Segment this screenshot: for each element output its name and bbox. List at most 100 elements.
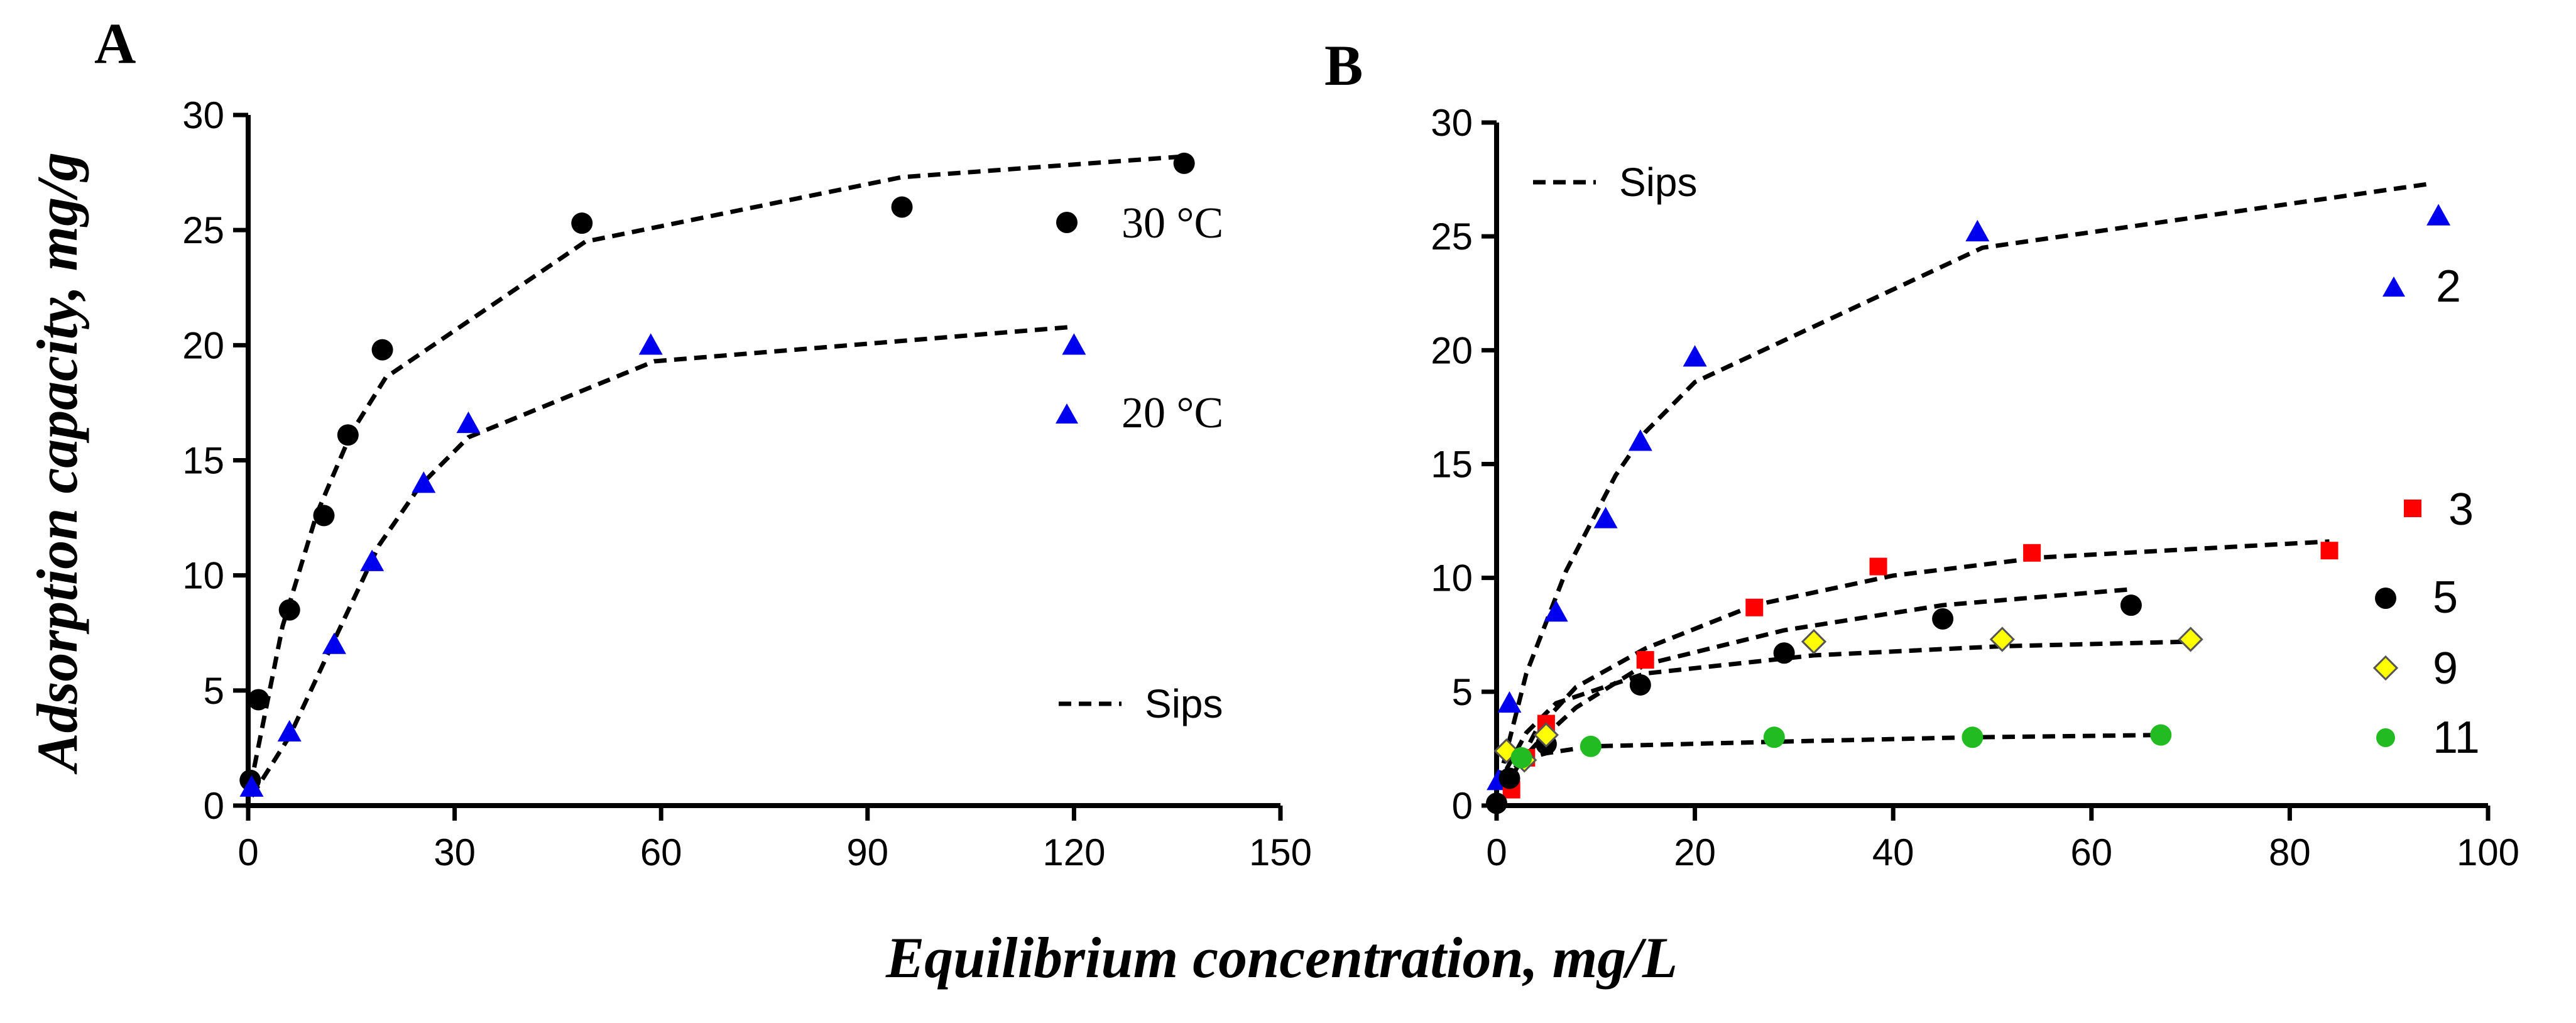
legend-label-2: 2	[2436, 261, 2461, 312]
panel-a-point-20-c	[322, 632, 346, 654]
legend-marker-2	[2382, 276, 2405, 297]
legend-label-20c: 20 °C	[1122, 389, 1223, 437]
panel-b-legend: Sips 2 3 5 9 11	[1533, 160, 2480, 763]
legend-label-3: 3	[2448, 484, 2474, 535]
panel-a-point-20-c	[456, 411, 481, 434]
panel-a-x-ticks: 0 30 60 90 120 150	[237, 806, 1312, 873]
legend-marker-5	[2375, 588, 2396, 609]
panel-b-point-3	[2023, 544, 2041, 562]
panel-a-legend: 30 °C 20 °C Sips	[1056, 199, 1223, 726]
legend-label-11: 11	[2433, 713, 2480, 763]
panel-b-point-11	[2150, 724, 2172, 746]
panel-b-point-5	[1773, 642, 1795, 664]
panel-b-fit-9	[1504, 639, 2191, 770]
panel-b: B 0 5 10 15 20 25 30 0 20 40 60 80 100 Sips 2 3 5 9…	[1324, 33, 2519, 873]
panel-a-point-30-c	[248, 689, 270, 711]
panel-a-fit-curves	[248, 154, 1184, 798]
legend-marker-3	[2404, 500, 2421, 517]
panel-b-point-3	[1869, 557, 1887, 576]
panel-a-point-30-c	[337, 424, 359, 446]
panel-a-x-tick-label: 120	[1042, 831, 1105, 873]
panel-b-x-tick-label: 60	[2070, 831, 2112, 873]
legend-label-9: 9	[2433, 643, 2458, 694]
panel-a-point-20-c	[638, 333, 663, 355]
legend-marker-9	[2372, 655, 2399, 681]
legend-label-5: 5	[2433, 572, 2458, 623]
panel-a-fit-30-c	[248, 154, 1184, 788]
panel-b-point-5	[1498, 767, 1520, 789]
panel-b-point-5	[2120, 594, 2142, 616]
panel-b-point-5	[1486, 792, 1507, 814]
panel-b-point-2	[1593, 506, 1618, 528]
panel-b-axes	[1494, 123, 2488, 808]
panel-b-point-2	[2426, 204, 2451, 226]
panel-b-point-5	[1629, 674, 1651, 696]
panel-b-point-5	[1932, 608, 1954, 630]
panel-a-y-tick-label: 10	[182, 555, 224, 597]
panel-b-data-points	[1486, 204, 2451, 814]
panel-a-point-30-c	[571, 212, 593, 234]
panel-b-point-9	[2178, 626, 2203, 652]
panel-b-point-11	[1962, 726, 1984, 748]
panel-b-y-tick-label: 30	[1431, 102, 1473, 144]
panel-b-y-tick-label: 20	[1431, 329, 1473, 371]
panel-b-y-tick-label: 25	[1431, 216, 1473, 258]
panel-a-x-tick-label: 90	[846, 831, 888, 873]
panel-b-point-2	[1683, 345, 1707, 367]
panel-a-letter: A	[94, 11, 136, 75]
panel-a-point-30-c	[313, 505, 335, 527]
panel-a-x-tick-label: 0	[237, 831, 258, 873]
panel-a-y-tick-label: 15	[182, 440, 224, 482]
panel-b-point-11	[1510, 747, 1532, 769]
panel-b-point-3	[2320, 542, 2339, 560]
panel-b-fit-3	[1509, 539, 2330, 780]
panel-b-letter: B	[1324, 33, 1363, 97]
panel-b-x-tick-label: 20	[1674, 831, 1716, 873]
panel-b-point-2	[1497, 691, 1522, 713]
panel-b-y-tick-label: 15	[1431, 444, 1473, 486]
panel-a-point-30-c	[891, 196, 913, 218]
panel-b-x-tick-label: 80	[2269, 831, 2311, 873]
panel-b-point-2	[1628, 429, 1652, 451]
panel-b-y-tick-label: 0	[1452, 785, 1473, 827]
panel-a-y-ticks: 0 5 10 15 20 25 30	[182, 94, 248, 827]
panel-b-x-tick-label: 0	[1486, 831, 1507, 873]
panel-b-point-3	[1636, 651, 1654, 669]
panel-a-y-tick-label: 20	[182, 324, 224, 366]
legend-label-30c: 30 °C	[1122, 199, 1223, 248]
panel-a-point-20-c	[1062, 333, 1086, 355]
panel-a-point-20-c	[412, 471, 436, 493]
legend-marker-11	[2376, 728, 2395, 747]
panel-a-point-20-c	[239, 775, 264, 797]
panel-a: A 0 5 10 15 20 25 30 0 30 60 90 120 150 30 °C 20 °C…	[94, 11, 1312, 873]
panel-a-point-30-c	[1173, 152, 1195, 174]
panel-a-point-30-c	[371, 339, 393, 361]
panel-b-y-ticks: 0 5 10 15 20 25 30	[1431, 102, 1497, 827]
panel-b-fit-2	[1496, 182, 2429, 784]
x-axis-title: Equilibrium concentration, mg/L	[885, 926, 1678, 990]
panel-b-point-9	[1801, 628, 1827, 655]
panel-a-point-30-c	[278, 599, 300, 621]
panel-b-point-2	[1544, 600, 1568, 622]
panel-a-y-tick-label: 0	[204, 785, 224, 827]
panel-b-point-3	[1745, 598, 1764, 616]
legend-sips-label: Sips	[1145, 681, 1223, 726]
panel-b-x-tick-label: 100	[2457, 831, 2519, 873]
panel-b-point-2	[1965, 219, 1990, 242]
panel-a-x-tick-label: 30	[434, 831, 476, 873]
panel-a-fit-20-c	[249, 324, 1074, 798]
panel-a-x-tick-label: 150	[1249, 831, 1312, 873]
panel-a-point-20-c	[277, 719, 302, 741]
panel-b-y-tick-label: 10	[1431, 557, 1473, 599]
y-axis-title: Adsorption capacity, mg/g	[25, 152, 89, 775]
panel-b-x-ticks: 0 20 40 60 80 100	[1486, 806, 2519, 873]
panel-b-x-tick-label: 40	[1872, 831, 1914, 873]
panel-a-y-tick-label: 25	[182, 209, 224, 251]
panel-b-point-9	[1533, 722, 1559, 748]
legend-marker-20c	[1056, 403, 1078, 424]
legend-marker-30c	[1056, 212, 1078, 233]
panel-b-point-11	[1763, 726, 1785, 748]
panel-b-point-9	[1989, 626, 2015, 652]
panel-a-x-tick-label: 60	[640, 831, 682, 873]
